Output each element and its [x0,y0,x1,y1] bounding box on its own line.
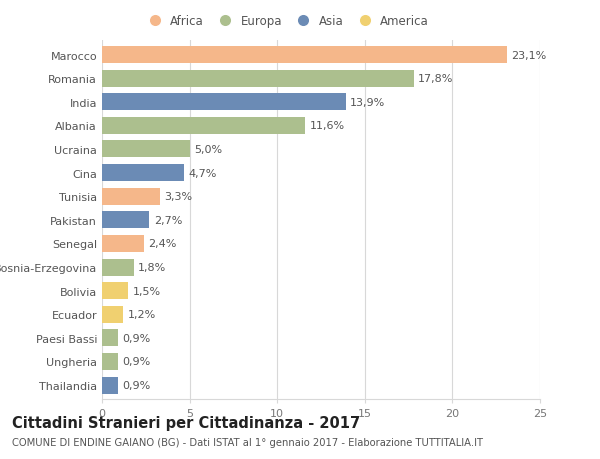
Bar [102,330,118,347]
Bar [102,259,134,276]
Text: 5,0%: 5,0% [194,145,222,155]
Text: 11,6%: 11,6% [310,121,345,131]
Text: 0,9%: 0,9% [122,333,151,343]
Text: 2,7%: 2,7% [154,215,182,225]
Bar [102,377,118,394]
Bar [102,188,160,205]
Text: 2,4%: 2,4% [148,239,177,249]
Text: 23,1%: 23,1% [511,50,547,61]
Bar [102,118,305,134]
Text: 0,9%: 0,9% [122,380,151,390]
Text: 3,3%: 3,3% [164,192,193,202]
Bar [102,165,184,182]
Text: Cittadini Stranieri per Cittadinanza - 2017: Cittadini Stranieri per Cittadinanza - 2… [12,415,360,431]
Legend: Africa, Europa, Asia, America: Africa, Europa, Asia, America [140,12,433,32]
Bar [102,306,123,323]
Bar [102,71,414,88]
Text: COMUNE DI ENDINE GAIANO (BG) - Dati ISTAT al 1° gennaio 2017 - Elaborazione TUTT: COMUNE DI ENDINE GAIANO (BG) - Dati ISTA… [12,437,483,447]
Bar [102,353,118,370]
Text: 0,9%: 0,9% [122,357,151,367]
Bar [102,94,346,111]
Bar [102,141,190,158]
Bar [102,235,144,252]
Text: 1,2%: 1,2% [127,309,155,319]
Bar [102,212,149,229]
Bar [102,47,507,64]
Text: 1,5%: 1,5% [133,286,161,296]
Bar [102,282,128,299]
Text: 17,8%: 17,8% [418,74,454,84]
Text: 13,9%: 13,9% [350,98,385,107]
Text: 4,7%: 4,7% [189,168,217,178]
Text: 1,8%: 1,8% [138,263,166,273]
